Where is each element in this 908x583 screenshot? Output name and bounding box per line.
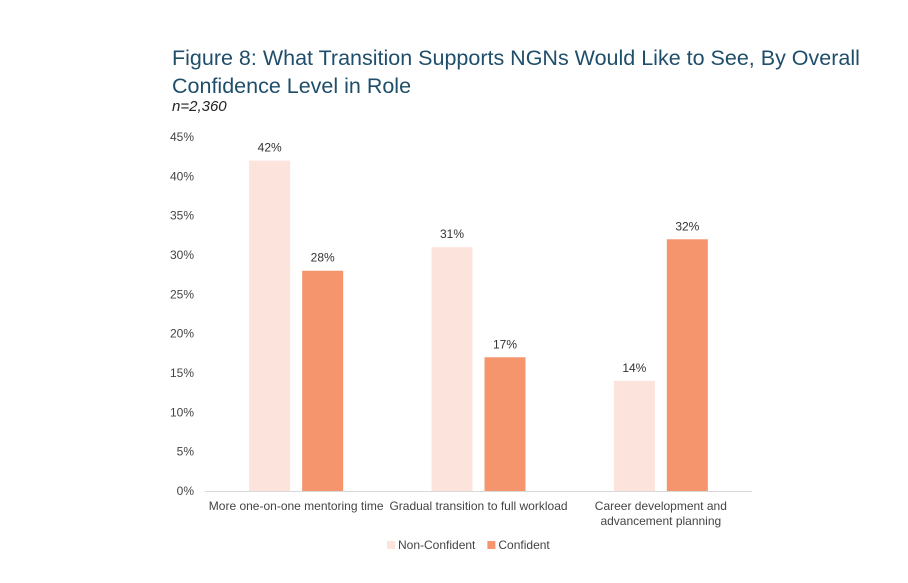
x-category-label: More one-on-one mentoring time (209, 499, 384, 513)
y-tick-label: 45% (170, 130, 194, 144)
legend-swatch (487, 541, 496, 549)
data-label: 42% (258, 141, 282, 155)
bar-confident (666, 239, 708, 491)
y-tick-label: 35% (170, 209, 194, 223)
legend-swatch (387, 541, 395, 549)
x-category-label: Gradual transition to full workload (389, 499, 567, 513)
legend-label: Confident (498, 538, 550, 552)
x-category-label: Career development and (595, 499, 727, 513)
data-label: 17% (493, 337, 517, 351)
bar-non-confident (613, 380, 655, 491)
y-tick-label: 25% (170, 287, 194, 301)
data-label: 31% (440, 227, 464, 241)
y-tick-label: 5% (177, 445, 195, 459)
y-tick-label: 15% (170, 366, 194, 380)
data-label: 14% (622, 361, 646, 375)
chart-title: Figure 8: What Transition Supports NGNs … (172, 46, 860, 98)
bar-confident (484, 357, 526, 491)
chart-subtitle: n=2,360 (172, 98, 227, 115)
y-tick-label: 30% (170, 248, 194, 262)
y-tick-label: 0% (177, 484, 195, 498)
bar-non-confident (431, 247, 473, 491)
y-tick-label: 10% (170, 405, 194, 419)
data-label: 28% (311, 251, 335, 265)
bar-non-confident (249, 160, 291, 491)
y-tick-label: 40% (170, 169, 194, 183)
legend-label: Non-Confident (398, 538, 476, 552)
x-category-label: advancement planning (600, 514, 721, 528)
y-tick-label: 20% (170, 327, 194, 341)
bar-confident (302, 270, 344, 491)
data-label: 32% (675, 219, 699, 233)
